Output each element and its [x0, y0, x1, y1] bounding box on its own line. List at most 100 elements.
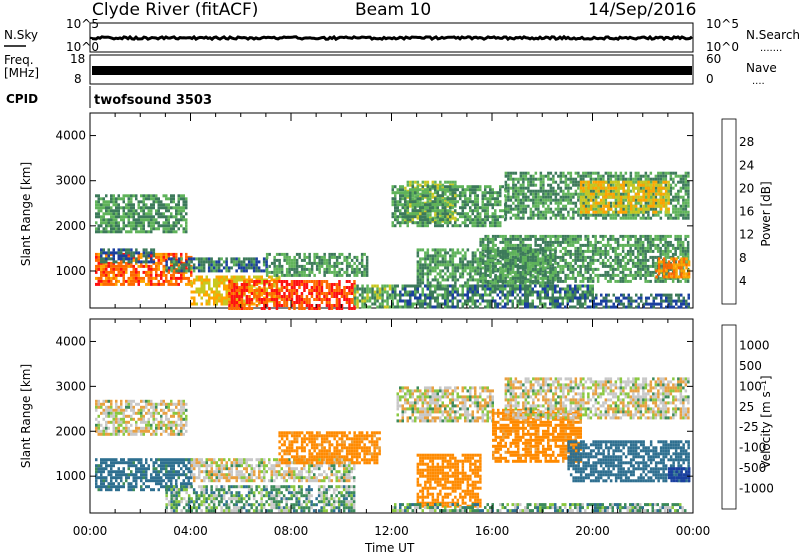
power-cell — [396, 188, 399, 192]
power-cell — [572, 210, 575, 214]
power-cell — [589, 276, 592, 280]
power-cell — [142, 206, 145, 210]
power-cell — [486, 264, 490, 268]
power-cell — [265, 267, 269, 271]
power-cell — [469, 266, 472, 270]
power-cell — [584, 276, 587, 280]
power-cell — [566, 264, 570, 268]
power-cell — [273, 255, 276, 259]
power-cell — [532, 216, 535, 220]
power-cell — [434, 185, 437, 189]
power-cell — [137, 282, 140, 286]
power-cell — [421, 263, 425, 267]
power-cell — [434, 254, 437, 258]
power-cell — [434, 206, 437, 210]
power-cell — [569, 186, 573, 190]
power-cell — [142, 221, 145, 225]
power-cell — [574, 267, 577, 271]
power-cell — [95, 200, 98, 204]
power-cell — [546, 243, 550, 247]
power-cell — [335, 255, 339, 259]
power-cell — [509, 177, 513, 181]
power-cell — [348, 286, 351, 289]
power-cell — [594, 201, 598, 205]
power-cell — [238, 286, 241, 289]
power-cell — [140, 279, 143, 283]
power-cell — [641, 240, 645, 244]
power-cell — [646, 243, 650, 247]
power-cell — [644, 204, 648, 208]
power-cell — [205, 278, 208, 282]
power-cell — [167, 257, 171, 261]
power-cell — [621, 243, 625, 247]
power-cell — [185, 224, 188, 228]
power-cell — [471, 260, 475, 264]
power-cell — [624, 195, 628, 199]
power-cell — [637, 192, 640, 196]
power-cell — [320, 301, 324, 304]
power-cell — [601, 252, 605, 256]
power-cell — [122, 215, 125, 219]
power-cell — [220, 299, 223, 303]
power-cell — [335, 261, 339, 265]
power-cell — [142, 227, 145, 231]
power-cell — [494, 279, 497, 283]
power-cell — [534, 270, 537, 274]
power-cell — [516, 234, 520, 238]
power-cell — [416, 191, 419, 195]
power-cell — [391, 305, 394, 309]
power-cell — [612, 186, 615, 190]
power-cell — [363, 305, 367, 309]
power-cell — [434, 209, 437, 213]
power-cell — [95, 215, 98, 219]
power-cell — [135, 224, 138, 228]
power-cell — [220, 269, 223, 273]
power-cell — [494, 234, 497, 238]
power-cell — [270, 295, 274, 298]
power-cell — [466, 197, 469, 201]
power-cell — [373, 296, 377, 300]
power-cell — [579, 207, 583, 211]
power-cell — [486, 279, 490, 283]
power-cell — [524, 276, 527, 280]
power-cell — [157, 197, 160, 201]
power-cell — [268, 270, 271, 274]
power-cell — [606, 264, 610, 268]
power-cell — [429, 266, 432, 270]
power-cell — [225, 293, 228, 297]
power-cell — [584, 264, 587, 268]
power-cell — [293, 267, 296, 271]
power-cell — [592, 186, 595, 190]
power-cell — [667, 189, 670, 193]
power-cell — [514, 264, 517, 268]
power-cell — [471, 221, 474, 225]
power-cell — [441, 218, 444, 222]
power-cell — [602, 210, 605, 214]
power-cell — [150, 251, 153, 255]
power-cell — [333, 261, 336, 265]
power-cell — [659, 207, 663, 211]
power-cell — [187, 269, 191, 273]
power-cell — [521, 246, 525, 250]
power-cell — [182, 194, 185, 198]
power-cell — [489, 279, 492, 283]
power-cell — [105, 212, 108, 216]
power-cell — [233, 304, 236, 307]
power-cell — [446, 224, 449, 228]
power-cell — [639, 198, 643, 202]
power-cell — [424, 206, 427, 210]
power-cell — [157, 267, 160, 271]
power-cell — [115, 215, 118, 219]
power-cell — [557, 198, 560, 202]
power-cell — [594, 273, 597, 277]
power-cell — [434, 269, 437, 273]
power-cell — [499, 194, 502, 198]
power-cell — [315, 255, 319, 259]
power-cell — [682, 213, 685, 217]
power-cell — [579, 201, 583, 205]
power-cell — [444, 215, 447, 219]
power-cell — [539, 257, 542, 261]
power-cell — [576, 246, 580, 250]
power-cell — [273, 298, 276, 301]
power-cell — [619, 261, 622, 265]
